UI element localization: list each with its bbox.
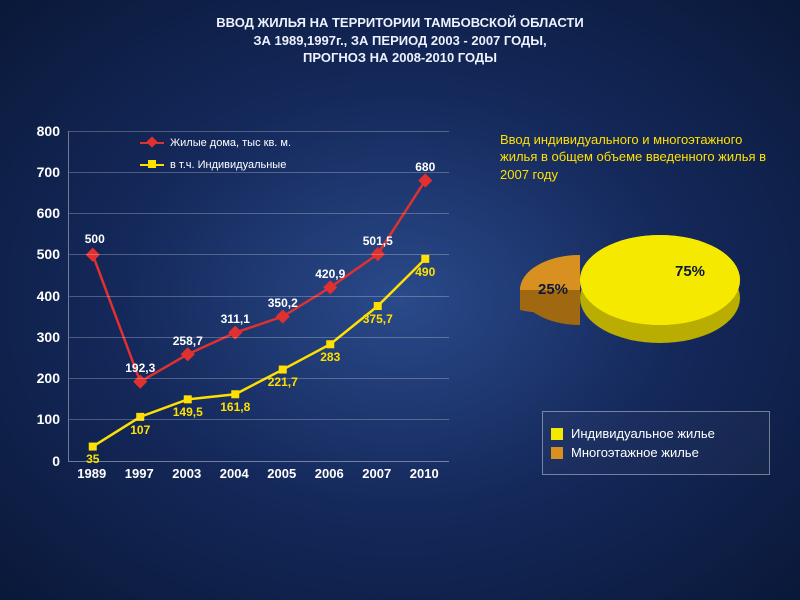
data-label: 375,7 — [363, 312, 393, 326]
pie-chart: 75% 25% — [500, 195, 760, 375]
x-tick-label: 1997 — [125, 466, 154, 481]
gridline — [69, 254, 449, 255]
y-tick-label: 100 — [37, 411, 60, 427]
data-marker — [418, 173, 432, 187]
y-axis-labels: 0100200300400500600700800 — [20, 131, 64, 461]
data-label: 680 — [415, 160, 435, 174]
swatch-icon — [551, 428, 563, 440]
data-label: 283 — [320, 350, 340, 364]
series-line — [93, 180, 426, 381]
data-marker — [374, 302, 382, 310]
data-label: 350,2 — [268, 296, 298, 310]
title-line3: ПРОГНОЗ НА 2008-2010 ГОДЫ — [40, 49, 760, 67]
pie-legend-label: Индивидуальное жилье — [571, 426, 715, 441]
x-tick-label: 2004 — [220, 466, 249, 481]
data-marker — [279, 365, 287, 373]
data-label: 107 — [130, 423, 150, 437]
chart-title: ВВОД ЖИЛЬЯ НА ТЕРРИТОРИИ ТАМБОВСКОЙ ОБЛА… — [0, 0, 800, 71]
data-label: 192,3 — [125, 361, 155, 375]
data-marker — [421, 255, 429, 263]
y-tick-label: 200 — [37, 370, 60, 386]
pie-legend-label: Многоэтажное жилье — [571, 445, 699, 460]
pie-legend-row: Многоэтажное жилье — [551, 445, 761, 460]
gridline — [69, 337, 449, 338]
data-marker — [326, 340, 334, 348]
pie-legend-row: Индивидуальное жилье — [551, 426, 761, 441]
gridline — [69, 296, 449, 297]
gridline — [69, 378, 449, 379]
gridline — [69, 213, 449, 214]
pie-value-label: 25% — [538, 281, 568, 298]
data-label: 311,1 — [221, 312, 250, 326]
data-marker — [276, 309, 290, 323]
y-tick-label: 600 — [37, 205, 60, 221]
data-label: 35 — [86, 452, 99, 466]
data-label: 500 — [85, 232, 105, 246]
x-tick-label: 2007 — [362, 466, 391, 481]
y-tick-label: 700 — [37, 164, 60, 180]
data-marker — [231, 390, 239, 398]
x-tick-label: 2003 — [172, 466, 201, 481]
swatch-icon — [551, 447, 563, 459]
pie-top-main — [580, 235, 740, 325]
data-marker — [181, 347, 195, 361]
pie-block: Ввод индивидуального и многоэтажного жил… — [500, 131, 770, 376]
data-label: 221,7 — [268, 375, 298, 389]
data-marker — [89, 442, 97, 450]
y-tick-label: 500 — [37, 246, 60, 262]
data-label: 420,9 — [315, 267, 345, 281]
data-label: 149,5 — [173, 405, 203, 419]
data-label: 161,8 — [220, 400, 250, 414]
title-line2: ЗА 1989,1997г., ЗА ПЕРИОД 2003 - 2007 ГО… — [40, 32, 760, 50]
pie-value-label: 75% — [675, 263, 705, 280]
gridline — [69, 419, 449, 420]
data-marker — [133, 374, 147, 388]
x-tick-label: 2005 — [267, 466, 296, 481]
pie-legend: Индивидуальное жилье Многоэтажное жилье — [542, 411, 770, 475]
x-tick-label: 2006 — [315, 466, 344, 481]
data-label: 501,5 — [363, 234, 393, 248]
title-line1: ВВОД ЖИЛЬЯ НА ТЕРРИТОРИИ ТАМБОВСКОЙ ОБЛА… — [40, 14, 760, 32]
y-tick-label: 0 — [52, 453, 60, 469]
gridline — [69, 172, 449, 173]
line-chart: Жилые дома, тыс кв. м. в т.ч. Индивидуал… — [20, 131, 460, 511]
y-tick-label: 800 — [37, 123, 60, 139]
plot-area: 500192,3258,7311,1350,2420,9501,56803510… — [68, 131, 449, 462]
data-label: 258,7 — [173, 334, 203, 348]
x-tick-label: 2010 — [410, 466, 439, 481]
x-tick-label: 1989 — [77, 466, 106, 481]
pie-title: Ввод индивидуального и многоэтажного жил… — [500, 131, 770, 184]
data-label: 490 — [415, 265, 435, 279]
y-tick-label: 400 — [37, 288, 60, 304]
data-marker — [184, 395, 192, 403]
gridline — [69, 131, 449, 132]
y-tick-label: 300 — [37, 329, 60, 345]
